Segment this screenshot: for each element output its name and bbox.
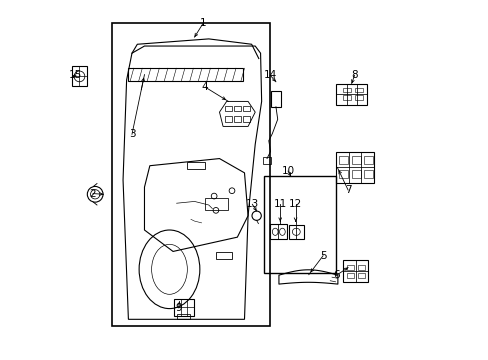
Bar — [336, 152, 373, 183]
Text: 13: 13 — [245, 199, 259, 209]
Bar — [342, 95, 350, 100]
Bar — [351, 170, 360, 178]
Bar — [346, 273, 353, 278]
Text: 12: 12 — [288, 199, 302, 209]
Text: 2: 2 — [89, 189, 96, 199]
Text: 14: 14 — [263, 70, 276, 80]
Bar — [264, 176, 335, 273]
Bar — [354, 95, 363, 100]
Text: 11: 11 — [273, 199, 286, 209]
Text: 6: 6 — [332, 270, 339, 280]
Bar — [343, 260, 367, 282]
Text: 15: 15 — [69, 70, 82, 80]
Text: 7: 7 — [344, 185, 351, 195]
Text: 5: 5 — [319, 251, 325, 261]
Bar — [269, 224, 286, 239]
Bar — [187, 162, 205, 169]
Bar — [336, 84, 366, 105]
Bar — [339, 170, 347, 178]
Bar — [233, 106, 241, 111]
Bar — [224, 106, 231, 111]
Bar — [216, 252, 231, 258]
Text: 10: 10 — [281, 166, 294, 176]
Bar — [342, 88, 350, 93]
Bar — [242, 116, 249, 122]
Bar — [288, 225, 303, 239]
Bar — [233, 116, 241, 122]
Text: 8: 8 — [350, 70, 357, 80]
Bar — [242, 106, 249, 111]
Bar — [128, 68, 242, 81]
Bar — [71, 66, 87, 86]
Bar — [270, 91, 281, 107]
Bar — [364, 156, 372, 164]
Bar — [112, 23, 269, 327]
Bar — [263, 157, 271, 164]
Bar — [205, 198, 228, 210]
Bar — [357, 265, 364, 270]
Text: 3: 3 — [128, 129, 135, 139]
Bar — [346, 265, 353, 270]
Bar — [364, 170, 372, 178]
Text: 4: 4 — [202, 82, 208, 92]
Bar — [354, 88, 363, 93]
Bar — [224, 116, 231, 122]
Bar — [351, 156, 360, 164]
Text: 1: 1 — [200, 18, 206, 28]
Bar — [177, 314, 190, 319]
Text: 9: 9 — [175, 303, 182, 313]
Bar — [339, 156, 347, 164]
Bar — [357, 273, 364, 278]
Bar — [173, 298, 193, 316]
